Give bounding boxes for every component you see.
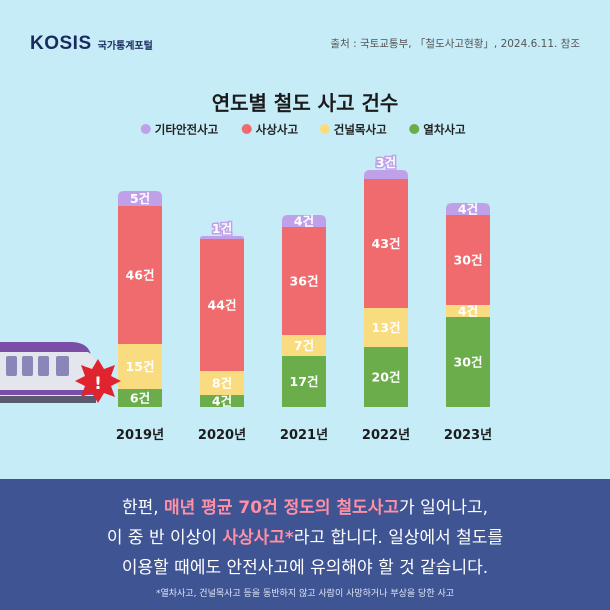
data-label: 7건: [294, 338, 314, 353]
data-label: 43건: [372, 236, 401, 251]
bar-segment: [118, 389, 162, 407]
bar-segment: [446, 203, 490, 215]
message-highlight: 매년 평균 70건 정도의 철도사고: [164, 498, 400, 518]
data-label: 46건: [126, 268, 155, 283]
footnote: *열차사고, 건널목사고 등을 동반하지 않고 사람이 사망하거나 부상을 당한…: [155, 589, 455, 599]
x-tick-label: 2020년: [198, 428, 246, 443]
bar-segment: [200, 395, 244, 407]
data-label: 8건: [212, 376, 232, 391]
source-note: 출처 : 국토교통부, 「철도사고현황」, 2024.6.11. 참조: [330, 38, 580, 50]
legend-label: 열차사고: [423, 123, 466, 137]
bar-segment: [446, 317, 490, 407]
bar-segment: [282, 356, 326, 407]
legend-label: 기타안전사고: [155, 123, 219, 137]
message-text: 라고 합니다. 일상에서 철도를: [293, 528, 504, 548]
data-label: 3건: [376, 155, 396, 170]
message-panel: [0, 479, 610, 610]
data-label: 6건: [130, 391, 150, 406]
data-label: 20건: [372, 370, 401, 385]
data-label: 44건: [208, 298, 237, 313]
data-label: 36건: [290, 274, 319, 289]
bar-segment: [200, 236, 244, 239]
legend-label: 건널목사고: [334, 123, 387, 137]
data-label: 4건: [294, 214, 314, 229]
bar-segment: [118, 206, 162, 344]
x-tick-label: 2019년: [116, 428, 164, 443]
message-line-2: 이 중 반 이상이 사상사고*라고 합니다. 일상에서 철도를: [0, 523, 610, 548]
legend-swatch: [241, 124, 252, 134]
impact-burst: [75, 359, 121, 403]
data-label: 4건: [212, 394, 232, 409]
x-tick-label: 2022년: [362, 428, 410, 443]
kosis-subtitle: 국가통계포털: [97, 41, 153, 52]
message-highlight: 사상사고*: [222, 528, 294, 548]
bar-segment: [282, 227, 326, 335]
message-text: 한편,: [121, 498, 165, 518]
train-window: [56, 356, 69, 376]
bar-segment: [364, 170, 408, 179]
legend-label: 사상사고: [256, 123, 299, 137]
x-tick-label: 2021년: [280, 428, 328, 443]
legend-swatch: [409, 124, 420, 134]
bar-segment: [282, 215, 326, 227]
data-label: 1건: [212, 221, 232, 236]
train-stripe: [0, 390, 100, 395]
train-window: [6, 356, 17, 376]
chart-title: 연도별 철도 사고 건수: [212, 91, 399, 115]
bar-segment: [118, 191, 162, 206]
message-text: 가 일어나고,: [399, 498, 489, 518]
kosis-logo: KOSIS: [30, 33, 92, 54]
bar-segment: [200, 239, 244, 371]
train-skirt: [0, 396, 96, 403]
data-label: 15건: [126, 359, 155, 374]
kosis-brand: KOSIS 국가통계포털: [30, 33, 153, 55]
message-text: 이 중 반 이상이: [106, 528, 223, 548]
x-tick-label: 2023년: [444, 428, 492, 443]
message-line-1: 한편, 매년 평균 70건 정도의 철도사고가 일어나고,: [0, 493, 610, 518]
data-label: 4건: [458, 304, 478, 319]
data-label: 5건: [130, 191, 150, 206]
bar-segment: [282, 335, 326, 356]
legend-swatch: [140, 124, 151, 134]
data-label: 17건: [290, 374, 319, 389]
bar-segment: [446, 215, 490, 305]
train-window: [38, 356, 49, 376]
message-text: 이용할 때에도 안전사고에 유의해야 할 것 같습니다.: [121, 558, 489, 578]
chart-legend: 기타안전사고 사상사고 건널목사고 열차사고: [140, 123, 466, 137]
message-line-3: 이용할 때에도 안전사고에 유의해야 할 것 같습니다.: [0, 553, 610, 578]
data-label: 30건: [454, 355, 483, 370]
train-window: [22, 356, 33, 376]
data-label: 4건: [458, 202, 478, 217]
chart-bars: 6건 15건 46건 5건 2019년 4건 8건 44건 1건 2020년 17건 7건 36건 4건 2…: [116, 154, 492, 444]
stacked-bar-chart: 연도별 철도 사고 건수 기타안전사고 사상사고 건널목사고 열차사고 6건 15건 46…: [0, 91, 492, 444]
bar-segment: [200, 371, 244, 395]
data-label: 13건: [372, 320, 401, 335]
bar-segment: [364, 308, 408, 347]
legend-swatch: [319, 124, 330, 134]
bar-segment: [118, 344, 162, 389]
bar-segment: [446, 305, 490, 317]
alert-mark: !: [94, 374, 102, 394]
bar-segment: [364, 179, 408, 308]
train-illustration: !: [0, 342, 121, 403]
bar-segment: [364, 347, 408, 407]
data-label: 30건: [454, 253, 483, 268]
